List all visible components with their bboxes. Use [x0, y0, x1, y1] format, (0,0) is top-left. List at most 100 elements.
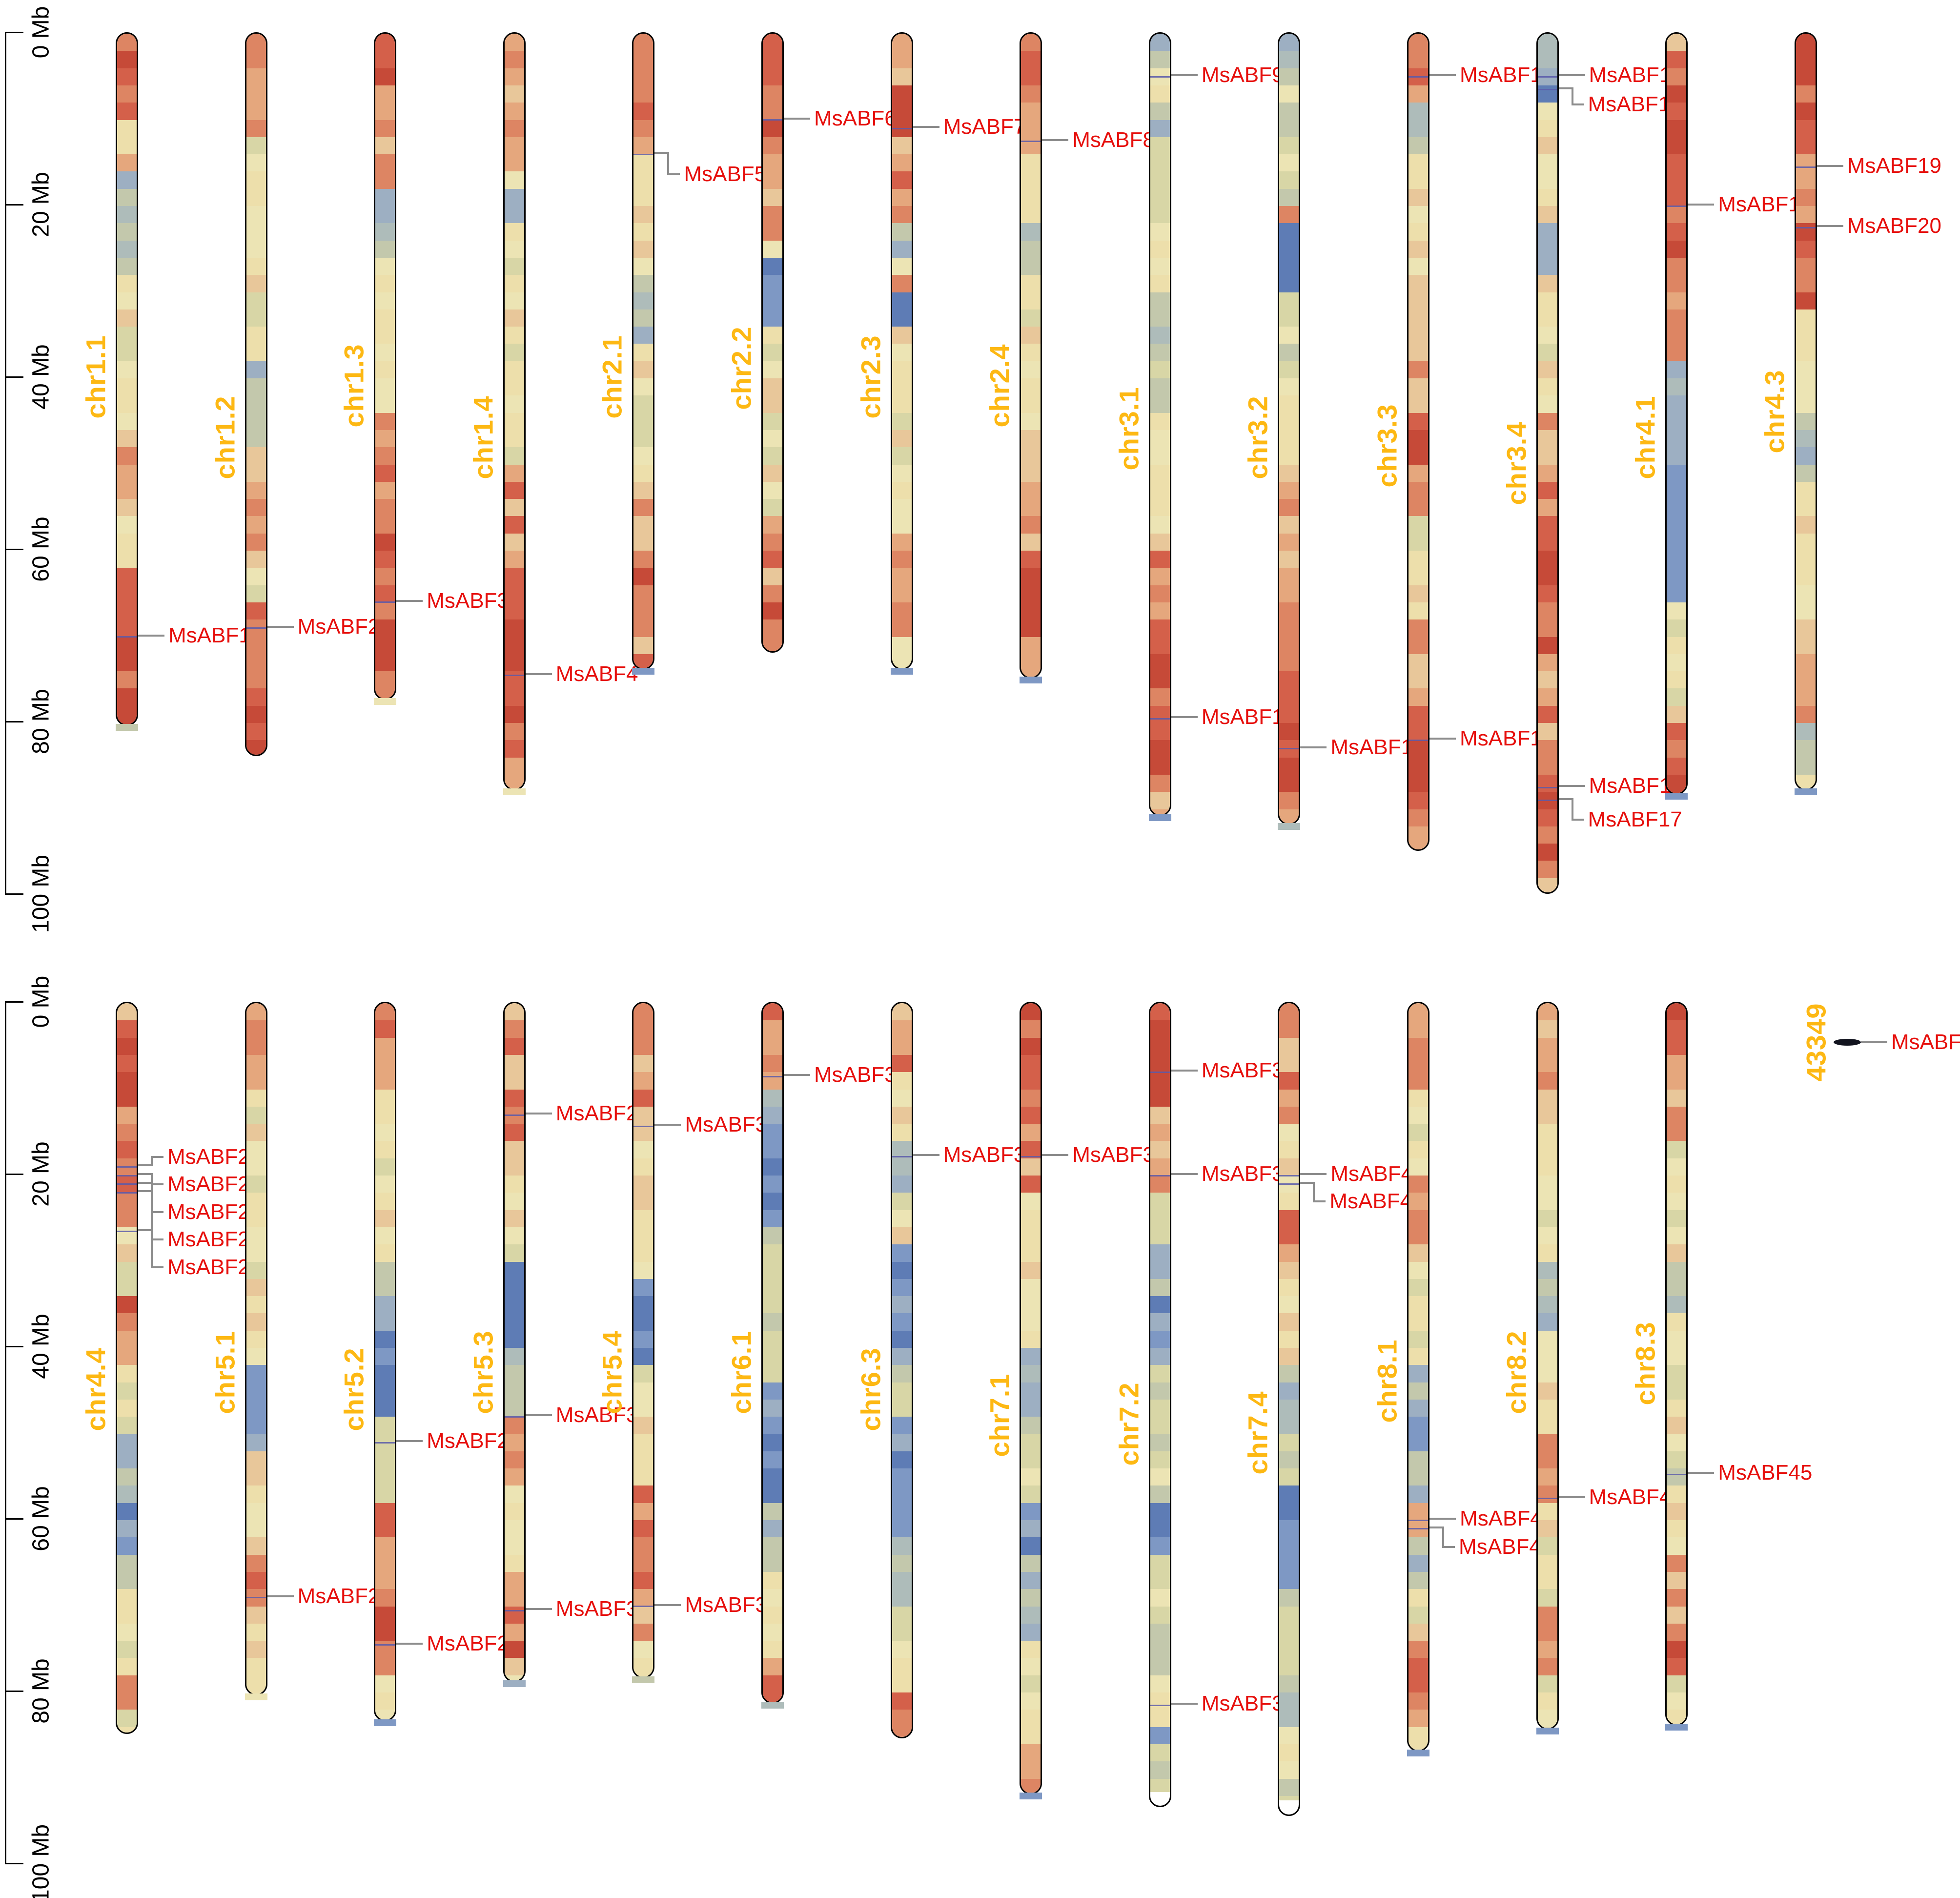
density-segment: [1537, 206, 1557, 224]
density-segment: [1409, 1313, 1428, 1331]
gene-connector: [1558, 74, 1585, 77]
density-segment: [1409, 1658, 1428, 1676]
density-segment: [1537, 688, 1557, 706]
density-segment: [1409, 413, 1428, 431]
density-segment: [117, 120, 137, 138]
density-segment: [1667, 85, 1687, 103]
density-segment: [504, 188, 524, 206]
density-segment: [1021, 1710, 1041, 1728]
chromosome-chr8.1: [1407, 1002, 1429, 1752]
density-segment: [1021, 1296, 1041, 1314]
density-segment: [892, 1589, 912, 1607]
density-segment: [246, 1641, 266, 1658]
gene-locus-MsABF19: [1796, 166, 1816, 168]
density-segment: [763, 1003, 782, 1021]
density-segment: [1409, 757, 1428, 775]
density-segment: [1279, 1003, 1299, 1021]
density-segment: [246, 1399, 266, 1417]
gene-locus-MsABF41: [1279, 1183, 1299, 1185]
axis-tick-label: 100 Mb: [28, 1824, 54, 1898]
density-segment: [1796, 516, 1816, 534]
density-segment: [1667, 309, 1687, 327]
density-segment: [1537, 723, 1557, 741]
density-segment: [1796, 378, 1816, 396]
density-segment: [1409, 1554, 1428, 1572]
density-segment: [1667, 395, 1687, 413]
density-segment: [1537, 757, 1557, 775]
gene-connector: [654, 1124, 681, 1126]
density-segment: [1279, 568, 1299, 586]
density-segment: [117, 1054, 137, 1073]
density-segment: [1796, 413, 1816, 431]
density-segment: [1279, 1778, 1299, 1796]
density-segment: [1409, 1434, 1428, 1452]
density-segment: [1150, 1141, 1170, 1159]
density-segment: [1021, 378, 1041, 396]
density-segment: [1667, 1296, 1687, 1314]
density-segment: [633, 34, 653, 51]
density-segment: [117, 1193, 137, 1211]
density-segment: [763, 637, 782, 651]
density-segment: [117, 671, 137, 689]
density-segment: [1279, 792, 1299, 810]
density-segment: [1667, 1451, 1687, 1469]
density-segment: [375, 447, 395, 465]
density-segment: [633, 1623, 653, 1641]
density-segment: [246, 1571, 266, 1589]
gene-locus-MsABF29: [504, 1114, 524, 1116]
density-segment: [633, 1279, 653, 1297]
density-segment: [504, 68, 524, 86]
density-segment: [1279, 464, 1299, 482]
density-segment: [1279, 481, 1299, 499]
density-segment: [504, 103, 524, 121]
density-segment: [1279, 619, 1299, 638]
axis-tick-label: 0 Mb: [28, 6, 54, 59]
density-segment: [1667, 1176, 1687, 1193]
density-segment: [892, 1141, 912, 1159]
density-segment: [1279, 1141, 1299, 1159]
density-segment: [1150, 1692, 1170, 1710]
density-segment: [763, 188, 782, 206]
density-segment: [1409, 137, 1428, 155]
density-segment: [117, 430, 137, 448]
density-segment: [246, 1606, 266, 1624]
density-segment: [1667, 654, 1687, 672]
density-segment: [375, 1468, 395, 1486]
density-segment: [892, 1261, 912, 1279]
density-segment: [117, 516, 137, 534]
density-segment: [633, 344, 653, 362]
density-segment: [375, 361, 395, 379]
chromosome-tail-chr5.4: [632, 1676, 655, 1683]
density-segment: [1537, 705, 1557, 723]
chromosome-name-43349: 43349: [1800, 1003, 1832, 1082]
gene-locus-MsABF18: [1667, 205, 1687, 207]
density-segment: [763, 1485, 782, 1504]
density-segment: [375, 1330, 395, 1348]
density-segment: [1537, 1296, 1557, 1314]
density-segment: [375, 602, 395, 620]
density-segment: [892, 344, 912, 362]
density-segment: [633, 1296, 653, 1314]
density-segment: [117, 481, 137, 499]
density-segment: [1796, 51, 1816, 69]
density-segment: [1796, 602, 1816, 620]
density-segment: [504, 654, 524, 672]
chromosome-tail-chr4.1: [1665, 793, 1688, 800]
density-segment: [633, 1193, 653, 1211]
density-segment: [633, 223, 653, 241]
density-segment: [375, 1503, 395, 1521]
density-segment: [633, 481, 653, 499]
density-segment: [504, 1503, 524, 1521]
density-segment: [1279, 1365, 1299, 1383]
gene-connector: [1300, 1173, 1327, 1175]
density-segment: [375, 1692, 395, 1710]
density-segment: [1150, 292, 1170, 310]
density-segment: [633, 154, 653, 172]
density-segment: [1409, 516, 1428, 534]
density-segment: [1409, 1261, 1428, 1279]
density-segment: [892, 619, 912, 638]
density-segment: [1667, 206, 1687, 224]
chromosome-chr6.3: [890, 1002, 913, 1739]
gene-locus-MsABF31: [504, 1609, 524, 1611]
density-segment: [117, 619, 137, 638]
